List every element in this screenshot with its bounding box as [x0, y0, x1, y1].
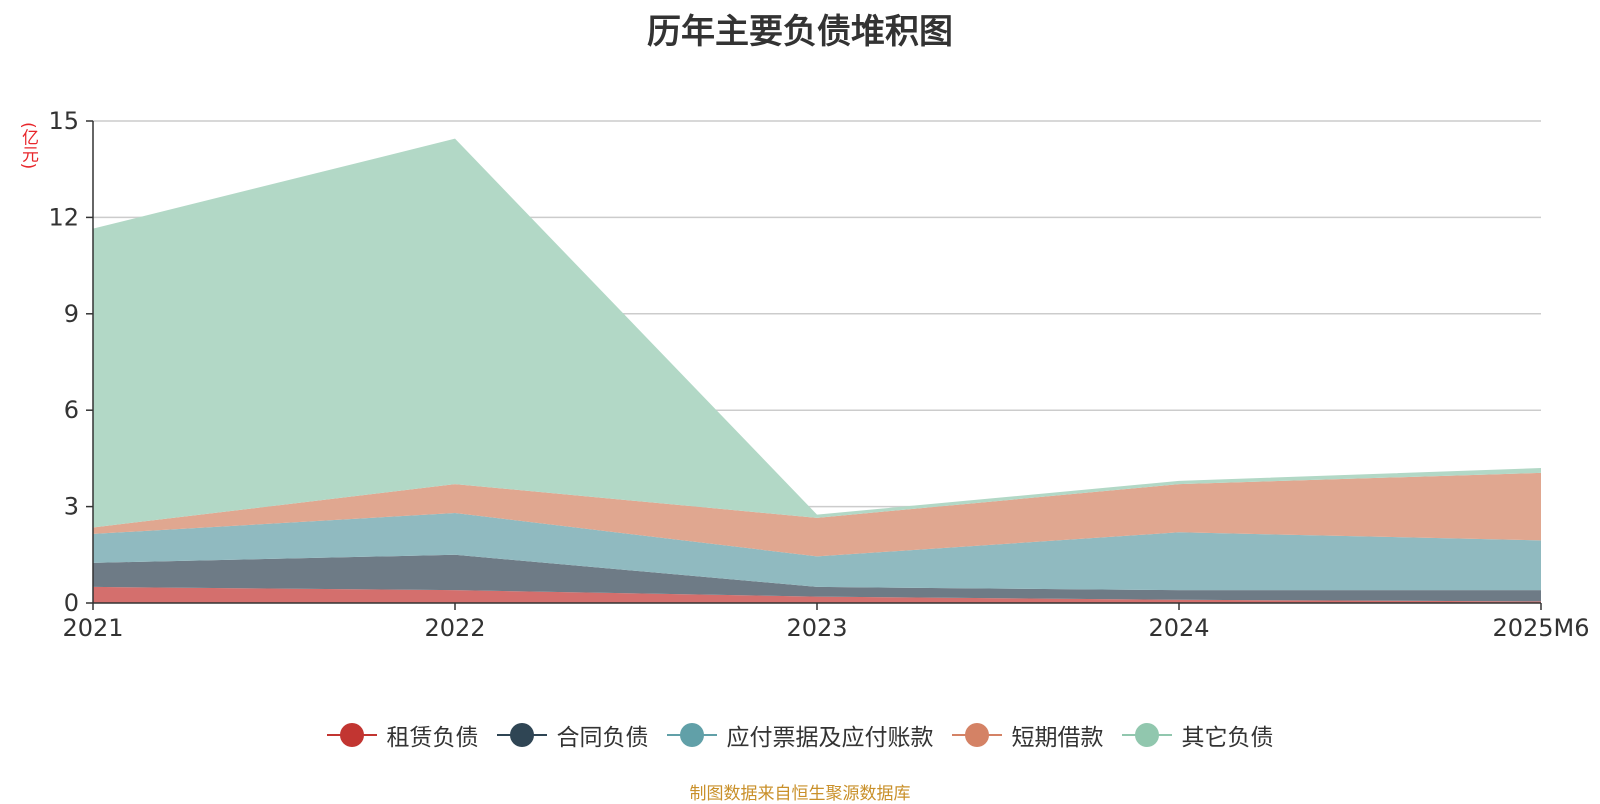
- area-series: [93, 138, 1541, 603]
- y-tick-label: 9: [64, 300, 79, 328]
- legend-label: 短期借款: [1011, 725, 1104, 751]
- area-series-4: [93, 138, 1541, 528]
- y-tick-label: 15: [48, 107, 79, 135]
- legend-item[interactable]: 租赁负债: [326, 718, 479, 752]
- legend-marker-icon: [951, 723, 1002, 747]
- y-axis-unit-label: (亿元): [18, 122, 38, 170]
- y-tick-label: 3: [64, 493, 79, 521]
- x-tick-label: 2023: [786, 614, 847, 642]
- legend-marker-icon: [496, 723, 547, 747]
- legend-label: 租赁负债: [386, 725, 479, 751]
- y-tick-label: 6: [64, 396, 79, 424]
- legend-item[interactable]: 合同负债: [496, 718, 649, 752]
- chart-title: 历年主要负债堆积图: [647, 12, 953, 52]
- legend-marker-icon: [666, 723, 717, 747]
- x-tick-label: 2025M6: [1492, 614, 1589, 642]
- legend-label: 合同负债: [556, 725, 649, 751]
- legend-marker-icon: [326, 723, 377, 747]
- legend-label: 应付票据及应付账款: [726, 725, 934, 751]
- legend-item[interactable]: 应付票据及应付账款: [666, 718, 934, 752]
- legend: 租赁负债 合同负债 应付票据及应付账款 短期借款 其它负债: [0, 718, 1600, 752]
- legend-marker-icon: [1121, 723, 1172, 747]
- x-tick-label: 2024: [1148, 614, 1209, 642]
- x-tick-label: 2021: [62, 614, 123, 642]
- legend-item[interactable]: 其它负债: [1121, 718, 1274, 752]
- area-series-0: [93, 586, 1541, 603]
- source-note: 制图数据来自恒生聚源数据库: [689, 784, 911, 804]
- legend-item[interactable]: 短期借款: [951, 718, 1104, 752]
- area-series-1: [93, 554, 1541, 602]
- x-tick-label: 2022: [424, 614, 485, 642]
- area-series-3: [93, 472, 1541, 557]
- y-tick-label: 0: [64, 589, 79, 617]
- axes: 0 3 6 9 12 15 2021 2022 2023 2024 2025M6: [48, 107, 1589, 642]
- y-tick-label: 12: [48, 203, 79, 231]
- legend-label: 其它负债: [1181, 725, 1274, 751]
